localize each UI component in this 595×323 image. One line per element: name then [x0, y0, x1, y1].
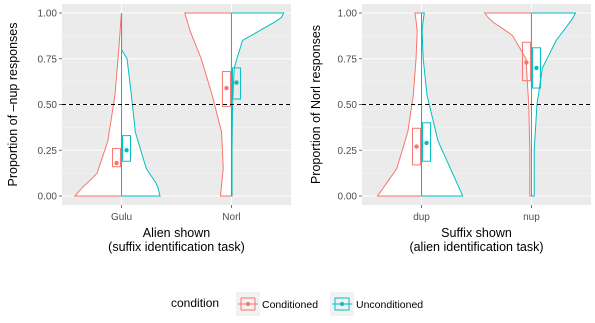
y-axis-title: Proportion of –nup responses: [6, 23, 20, 187]
legend-label-unconditioned: Unconditioned: [356, 299, 423, 311]
interval-box-conditioned-nup: [521, 41, 531, 82]
interval-box-unconditioned-norl: [231, 67, 241, 100]
y-tick-label: 0.00: [38, 192, 58, 203]
violin-unconditioned-nup: [530, 12, 577, 197]
y-tick-label: 0.75: [338, 54, 358, 65]
y-tick-label: 0.25: [38, 146, 58, 157]
interval-box-unconditioned-gulu: [122, 135, 132, 162]
legend: condition Conditioned Unconditioned: [171, 292, 423, 316]
y-tick-label: 0.25: [338, 146, 358, 157]
mean-point-conditioned-dup: [414, 144, 419, 149]
interval-box-unconditioned-dup: [422, 122, 432, 162]
mean-point-unconditioned-nup: [534, 65, 539, 71]
x-tick-label: nup: [523, 212, 540, 223]
y-axis-title: Proportion of Norl responses: [309, 25, 323, 184]
violin-conditioned-nup: [483, 12, 532, 197]
violin-conditioned-norl: [184, 12, 232, 197]
y-tick-label: 1.00: [338, 9, 358, 20]
x-tick-label: Gulu: [111, 212, 132, 223]
violin-conditioned-dup: [376, 12, 423, 197]
y-tick-label: 0.00: [338, 192, 358, 203]
right-chart-panel: 0.00 0.25 0.50 0.75 1.00 dup nup Proportion of …: [309, 4, 591, 254]
y-tick-label: 0.50: [338, 100, 358, 111]
legend-key-unconditioned-dot: [340, 302, 344, 306]
legend-key-conditioned-dot: [246, 302, 250, 306]
violin-unconditioned-norl: [230, 12, 285, 197]
x-axis-title: Suffix shown: [441, 226, 512, 240]
left-chart-panel: 0.00 0.25 0.50 0.75 1.00 Gulu Norl Proportion o…: [6, 4, 291, 254]
x-tick-label: dup: [413, 212, 430, 223]
interval-box-conditioned-gulu: [112, 147, 122, 168]
x-axis-subtitle: (suffix identification task): [108, 240, 245, 254]
interval-box-conditioned-norl: [221, 71, 231, 107]
mean-point-conditioned-norl: [224, 85, 229, 91]
x-tick-label: Norl: [222, 212, 240, 223]
y-tick-label: 1.00: [38, 9, 58, 20]
mean-point-unconditioned-norl: [234, 80, 239, 85]
mean-point-unconditioned-gulu: [124, 148, 129, 153]
y-tick-label: 0.50: [38, 100, 58, 111]
mean-point-unconditioned-dup: [424, 140, 429, 146]
x-axis-title: Alien shown: [143, 226, 210, 240]
x-axis-subtitle: (alien identification task): [409, 240, 543, 254]
violin-unconditioned-dup: [421, 12, 464, 197]
mean-point-conditioned-nup: [524, 60, 529, 65]
interval-box-conditioned-dup: [412, 127, 422, 166]
interval-box-unconditioned-nup: [531, 47, 541, 89]
legend-label-conditioned: Conditioned: [262, 299, 318, 311]
mean-point-conditioned-gulu: [114, 160, 119, 166]
y-tick-label: 0.75: [38, 54, 58, 65]
legend-title: condition: [171, 296, 219, 310]
